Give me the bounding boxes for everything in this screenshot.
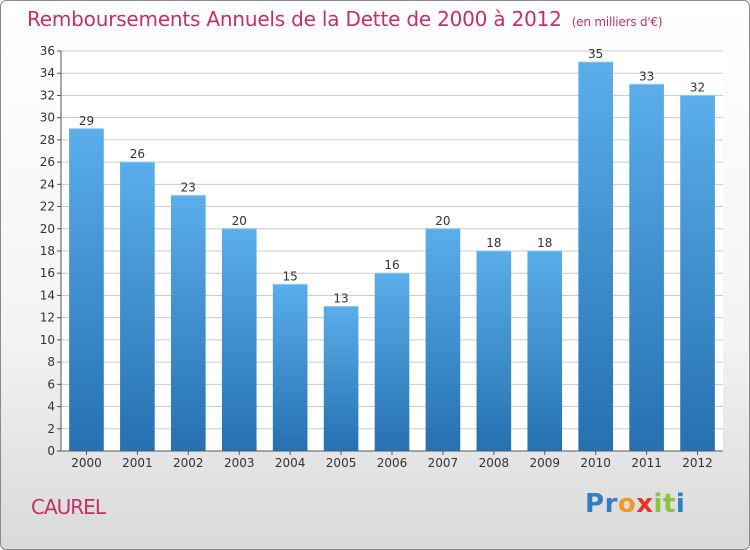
data-label: 29: [79, 114, 94, 128]
bar: [120, 162, 155, 451]
x-tick-label: 2011: [631, 456, 662, 470]
bar: [425, 228, 461, 451]
x-tick-label: 2003: [224, 456, 255, 470]
y-tick-label: 30: [40, 111, 55, 125]
y-tick-label: 6: [47, 377, 55, 391]
bar: [578, 62, 614, 451]
x-tick-label: 2008: [479, 456, 510, 470]
chart-subtitle: (en milliers d'€): [571, 15, 663, 29]
y-tick-label: 20: [40, 222, 55, 236]
x-tick-label: 2004: [275, 456, 306, 470]
bar: [221, 228, 257, 451]
y-tick-label: 18: [40, 244, 55, 258]
bar: [272, 284, 308, 451]
chart-title-text: Remboursements Annuels de la Dette de 20…: [27, 7, 562, 31]
proxiti-logo: Proxiti: [585, 489, 685, 519]
y-tick-label: 10: [40, 333, 55, 347]
x-tick-label: 2002: [173, 456, 204, 470]
bar: [170, 195, 206, 451]
logo-letter: i: [675, 489, 686, 519]
commune-name: CAUREL: [31, 495, 106, 519]
y-tick-label: 22: [40, 200, 55, 214]
y-tick-label: 34: [40, 66, 55, 80]
y-tick-label: 14: [40, 288, 55, 302]
bar: [680, 95, 715, 451]
y-tick-label: 12: [40, 311, 55, 325]
y-tick-label: 8: [47, 355, 55, 369]
bar: [476, 251, 512, 451]
logo-letter: r: [604, 489, 618, 519]
bar: [527, 251, 563, 451]
logo-letter: x: [636, 489, 654, 519]
bar: [69, 128, 104, 451]
data-label: 20: [435, 214, 450, 228]
x-tick-label: 2000: [71, 456, 102, 470]
chart-title: Remboursements Annuels de la Dette de 20…: [27, 7, 663, 31]
data-label: 20: [232, 214, 247, 228]
x-tick-label: 2010: [580, 456, 611, 470]
data-label: 35: [588, 47, 603, 61]
bar: [374, 273, 410, 451]
y-tick-label: 24: [40, 177, 55, 191]
y-tick-label: 28: [40, 133, 55, 147]
data-label: 18: [537, 236, 552, 250]
data-label: 15: [283, 269, 298, 283]
data-label: 18: [486, 236, 501, 250]
logo-letter: P: [585, 489, 605, 519]
x-tick-label: 2001: [122, 456, 153, 470]
x-tick-label: 2006: [377, 456, 408, 470]
x-tick-label: 2005: [326, 456, 357, 470]
data-label: 26: [130, 147, 145, 161]
logo-letter: i: [653, 489, 663, 519]
logo-letter: t: [662, 489, 676, 519]
data-label: 32: [690, 80, 705, 94]
y-tick-label: 4: [47, 400, 55, 414]
data-label: 16: [384, 258, 399, 272]
y-tick-label: 32: [40, 88, 55, 102]
y-tick-label: 36: [40, 44, 55, 58]
x-tick-label: 2012: [682, 456, 713, 470]
data-label: 33: [639, 69, 654, 83]
y-tick-label: 2: [47, 422, 55, 436]
x-tick-label: 2007: [428, 456, 459, 470]
logo-letter: o: [617, 489, 637, 519]
bar: [629, 84, 664, 451]
y-tick-label: 26: [40, 155, 55, 169]
data-label: 23: [181, 180, 196, 194]
y-tick-label: 16: [40, 266, 55, 280]
x-tick-label: 2009: [529, 456, 560, 470]
data-label: 13: [333, 292, 348, 306]
bar: [323, 306, 359, 451]
y-tick-label: 0: [47, 444, 55, 458]
